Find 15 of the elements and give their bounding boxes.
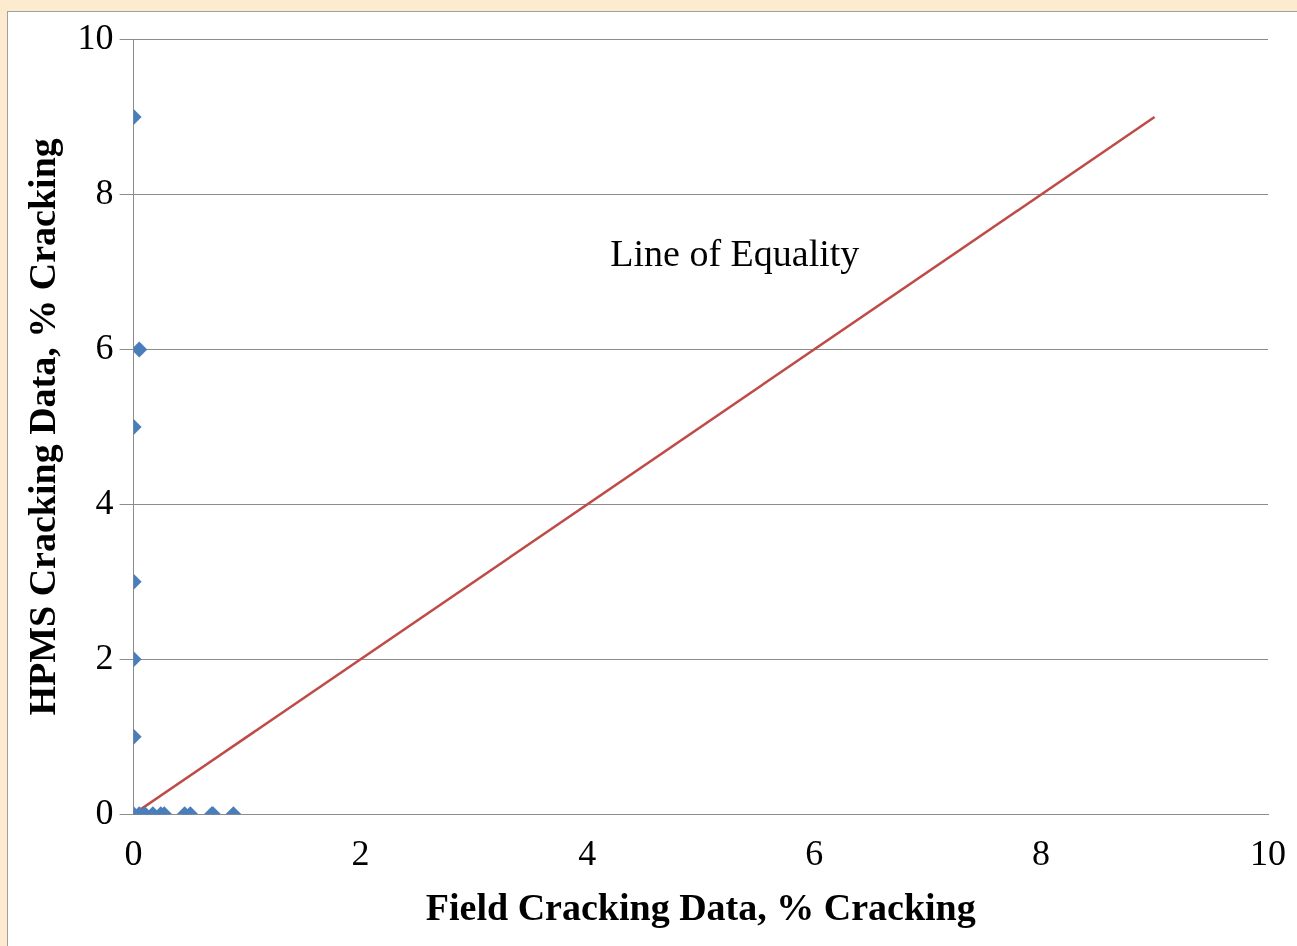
y-tick-label: 10 [77,17,114,58]
x-axis-title: Field Cracking Data, % Cracking [425,886,976,929]
y-axis-title: HPMS Cracking Data, % Cracking [20,138,63,716]
x-tick-label: 8 [1032,833,1051,874]
y-tick-label: 2 [95,636,114,677]
x-tick-label: 0 [124,833,143,874]
annotation: Line of Equality [610,232,860,275]
x-tick-label: 2 [351,833,370,874]
x-tick-label: 4 [578,833,597,874]
y-tick-label: 4 [95,481,114,522]
x-tick-label: 10 [1250,833,1286,874]
x-tick-label: 6 [805,833,824,874]
y-tick-label: 8 [95,171,114,212]
y-tick-label: 6 [95,326,114,367]
y-tick-label: 0 [95,791,114,832]
